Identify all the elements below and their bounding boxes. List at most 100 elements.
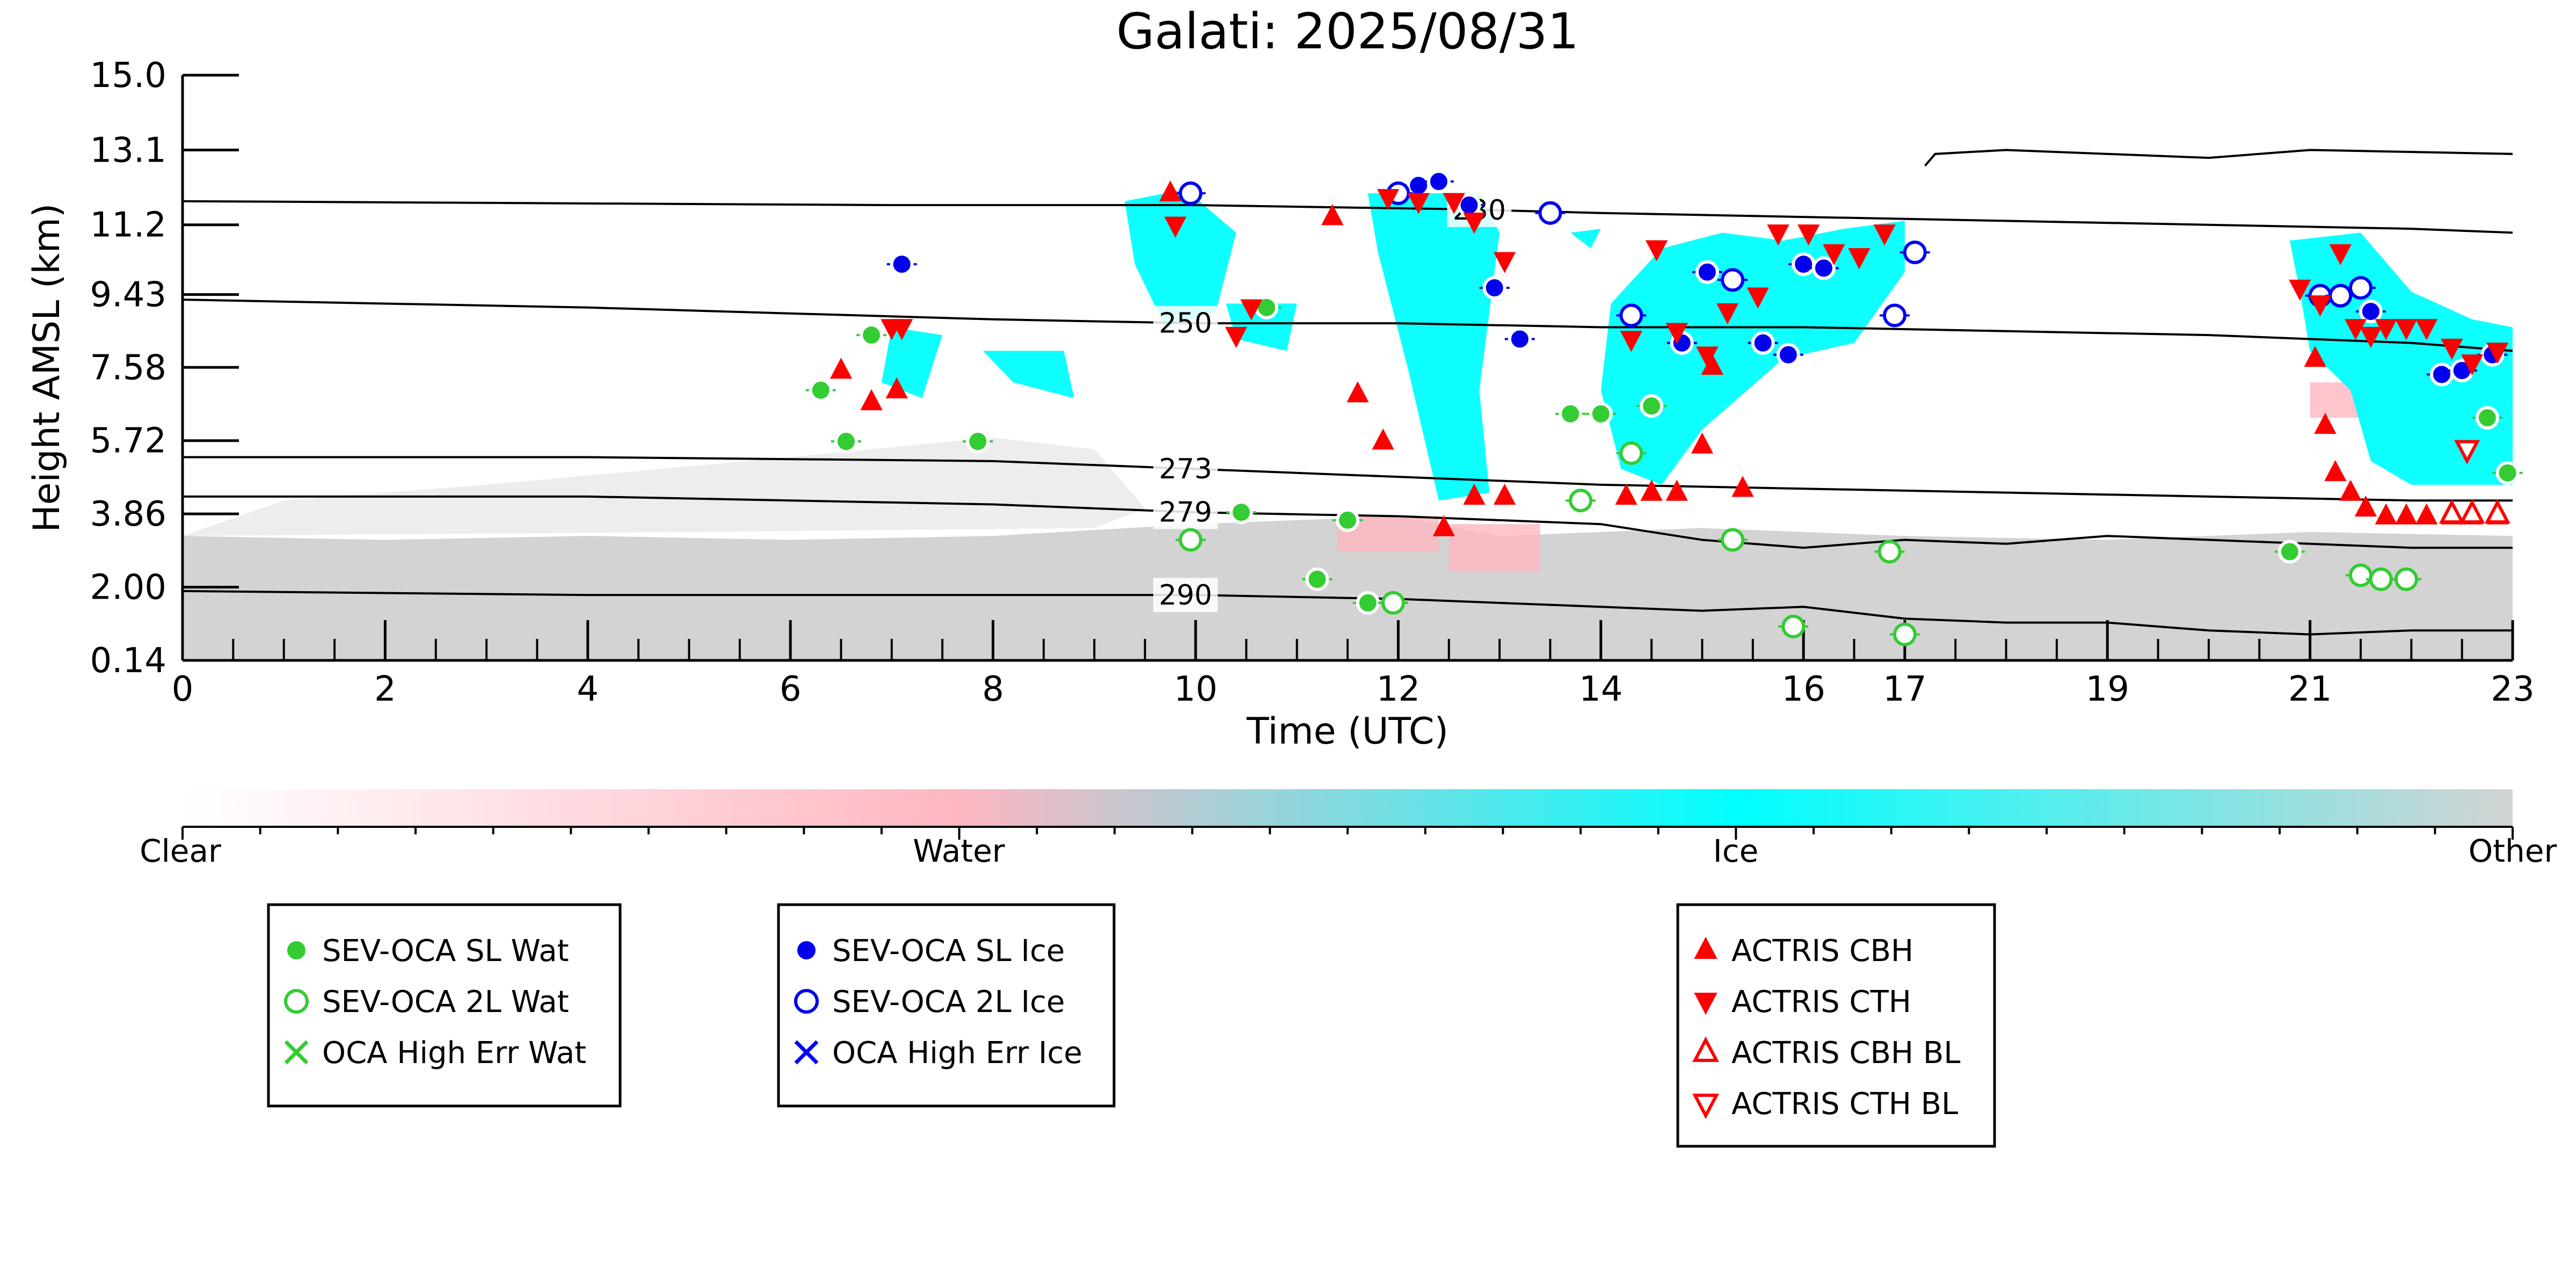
sev-oca-2l-ice-point xyxy=(1721,268,1745,292)
actris-cth-point xyxy=(1240,299,1263,321)
x-tick-label: 6 xyxy=(780,670,802,709)
x-tick-label: 16 xyxy=(1781,670,1825,709)
sev-oca-sl-ice-point xyxy=(1751,331,1775,355)
actris-cbh-point xyxy=(2395,503,2418,525)
sev-oca-2l-wat-point xyxy=(1569,489,1592,513)
actris-cbh-point xyxy=(860,389,883,411)
x-stroke xyxy=(794,1040,819,1065)
actris-cbh-point xyxy=(1691,432,1714,454)
actris-cbh-point xyxy=(2415,503,2438,525)
y-tick-label: 15.0 xyxy=(90,56,167,96)
legend-3: ACTRIS CBH ACTRIS CTH ACTRIS CBH BL ACTRIS … xyxy=(1676,903,1996,1148)
ice-cloud xyxy=(1570,229,1601,249)
actris-cth-point xyxy=(2415,319,2438,340)
chart-title: Galati: 2025/08/31 xyxy=(1116,3,1579,60)
actris-cbh-point xyxy=(2354,495,2377,517)
actris-cth-point xyxy=(2329,244,2352,266)
sev-oca-2l-ice-point xyxy=(1619,303,1643,328)
contour-label: 279 xyxy=(1159,496,1212,528)
legend-marker xyxy=(284,1040,309,1065)
observation-markers xyxy=(805,170,2523,646)
sev-oca-sl-wat-point xyxy=(809,378,833,402)
legend-label: SEV-OCA 2L Ice xyxy=(832,985,1065,1020)
y-tick-label: 13.1 xyxy=(90,130,167,170)
actris-cbh-point xyxy=(1372,428,1394,450)
legend-marker xyxy=(794,1040,819,1065)
y-tick-label: 9.43 xyxy=(90,275,167,315)
legend-2: SEV-OCA SL Ice SEV-OCA 2L Ice OCA High Err… xyxy=(777,903,1116,1108)
contour-label-bg xyxy=(1153,305,1218,340)
x-tick-label: 10 xyxy=(1174,670,1217,709)
sev-oca-2l-wat-point xyxy=(1893,622,1917,646)
actris-cth-point xyxy=(2486,343,2509,364)
actris-cth-point xyxy=(1696,346,1719,368)
actris-cbh-point xyxy=(1432,515,1455,536)
colorbar-label-ice: Ice xyxy=(1713,833,1759,869)
legend-label: SEV-OCA SL Ice xyxy=(832,934,1065,969)
legends: SEV-OCA SL Wat SEV-OCA 2L Wat OCA High Err… xyxy=(267,903,1996,1148)
temperature-contours: 230250273279290 xyxy=(183,149,2513,636)
actris-cbh-point xyxy=(1731,476,1754,497)
contour-line xyxy=(183,456,2513,502)
sev-oca-2l-wat-point xyxy=(2348,563,2373,587)
actris-cth-point xyxy=(1164,216,1187,238)
ice-cloud xyxy=(1226,303,1297,351)
legend-1: SEV-OCA SL Wat SEV-OCA 2L Wat OCA High Err… xyxy=(267,903,622,1108)
sev-oca-2l-wat-point xyxy=(1178,528,1203,552)
contour-line xyxy=(1924,149,2513,167)
actris-cth-point xyxy=(1407,193,1430,214)
sev-oca-sl-wat-point xyxy=(1589,402,1613,426)
legend-marker xyxy=(794,989,819,1014)
actris-cbh-point xyxy=(1640,479,1663,501)
actris-cth-point xyxy=(1225,326,1248,348)
actris-cth-point xyxy=(2344,319,2367,340)
actris-cth-point xyxy=(1443,193,1465,214)
legend-label: OCA High Err Ice xyxy=(832,1036,1082,1071)
other-layer xyxy=(183,516,2513,660)
colorbar-gradient xyxy=(183,789,2513,827)
actris-cth-point xyxy=(1463,213,1486,234)
legend-marker xyxy=(284,938,309,963)
sev-oca-2l-wat-point xyxy=(1619,441,1643,465)
sev-oca-sl-wat-point xyxy=(1229,500,1253,525)
actris-cth-point xyxy=(1873,224,1896,246)
legend-marker xyxy=(284,989,309,1014)
sev-oca-sl-ice-point xyxy=(1695,260,1719,284)
sev-oca-sl-wat-point xyxy=(1356,591,1380,615)
x-tick-label: 23 xyxy=(2491,670,2534,709)
actris-cbh-point xyxy=(1159,180,1182,202)
sev-oca-sl-wat-point xyxy=(860,323,884,347)
y-tick-label: 3.86 xyxy=(90,494,167,534)
sev-oca-2l-ice-point xyxy=(1903,241,1927,265)
y-tick-label: 11.2 xyxy=(90,206,167,245)
actris-cbh-point xyxy=(1347,381,1369,403)
contour-line xyxy=(183,299,2513,352)
actris-cth-point xyxy=(2309,295,2332,317)
actris-cth-point xyxy=(2289,279,2311,301)
sev-oca-sl-wat-point xyxy=(1640,394,1664,418)
y-axis-label: Height AMSL (km) xyxy=(26,203,68,533)
actris-cbh-point xyxy=(1463,483,1486,505)
actris-cbh-point xyxy=(2324,460,2347,482)
actris-cth-point xyxy=(2395,319,2418,340)
legend-label: ACTRIS CBH BL xyxy=(1731,1036,1960,1071)
actris-cbh-point xyxy=(1665,479,1688,501)
actris-cth-point xyxy=(2461,354,2484,376)
sev-oca-sl-ice-point xyxy=(1811,256,1836,280)
contour-line xyxy=(183,495,2513,549)
x-tick-label: 12 xyxy=(1377,670,1420,709)
sev-oca-2l-wat-point xyxy=(2394,567,2418,591)
sev-oca-sl-ice-point xyxy=(1508,327,1532,351)
x-tick-label: 0 xyxy=(172,670,194,709)
sev-oca-sl-wat-point xyxy=(2475,406,2499,430)
actris-cbh-point xyxy=(2375,503,2397,525)
sev-oca-2l-ice-point xyxy=(1178,181,1203,206)
sev-oca-sl-wat-point xyxy=(1336,508,1359,532)
actris-cth-point xyxy=(2441,338,2463,360)
x-tick-label: 8 xyxy=(982,670,1004,709)
sev-oca-2l-ice-point xyxy=(2348,276,2373,300)
actris-cbh-bl-point xyxy=(2484,499,2510,524)
contour-label-bg xyxy=(1153,494,1218,529)
contour-line xyxy=(183,590,2513,636)
sev-oca-2l-ice-point xyxy=(1882,303,1906,328)
